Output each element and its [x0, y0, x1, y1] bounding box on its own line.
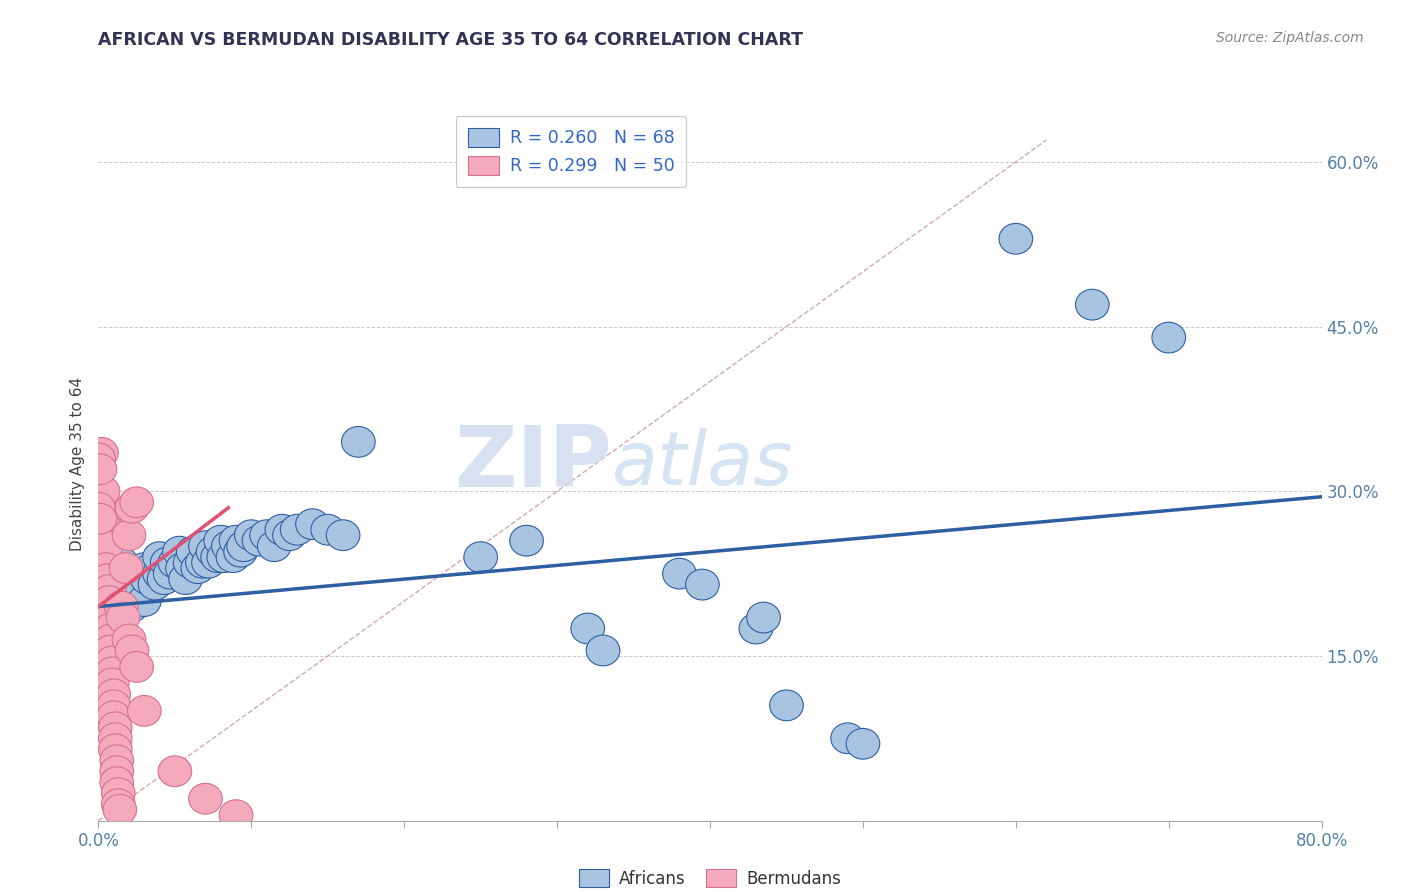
- Text: Source: ZipAtlas.com: Source: ZipAtlas.com: [1216, 31, 1364, 45]
- Text: ZIP: ZIP: [454, 422, 612, 506]
- Legend: Africans, Bermudans: Africans, Bermudans: [572, 863, 848, 892]
- Y-axis label: Disability Age 35 to 64: Disability Age 35 to 64: [70, 376, 86, 551]
- Text: atlas: atlas: [612, 428, 793, 500]
- Text: AFRICAN VS BERMUDAN DISABILITY AGE 35 TO 64 CORRELATION CHART: AFRICAN VS BERMUDAN DISABILITY AGE 35 TO…: [98, 31, 803, 49]
